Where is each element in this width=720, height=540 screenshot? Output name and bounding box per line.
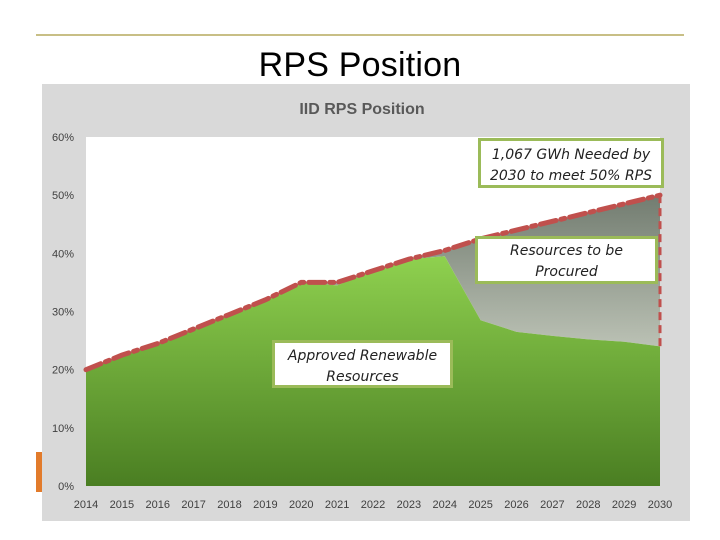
y-tick-label: 40% <box>52 248 74 260</box>
logo-fragment <box>36 452 42 492</box>
annotation-resources-to-be-procured: Resources to be Procured <box>475 236 658 284</box>
x-tick-label: 2019 <box>253 499 277 511</box>
annotation-line: 1,067 GWh Needed by <box>491 147 651 163</box>
x-tick-label: 2023 <box>397 499 421 511</box>
x-tick-label: 2027 <box>540 499 564 511</box>
y-tick-label: 0% <box>58 481 74 493</box>
x-tick-label: 2025 <box>468 499 492 511</box>
chart-title: IID RPS Position <box>299 101 424 118</box>
rps-target-line <box>83 192 663 373</box>
y-tick-label: 20% <box>52 365 74 377</box>
x-tick-label: 2026 <box>504 499 528 511</box>
y-tick-label: 50% <box>52 190 74 202</box>
x-tick-label: 2029 <box>612 499 636 511</box>
annotation-line: Approved Renewable <box>287 348 438 364</box>
slide-title: RPS Position <box>258 46 462 84</box>
x-tick-label: 2028 <box>576 499 600 511</box>
x-tick-label: 2024 <box>433 499 457 511</box>
annotation-line: 2030 to meet 50% RPS <box>489 168 652 184</box>
y-tick-label: 10% <box>52 423 74 435</box>
annotation-approved-renewable: Approved Renewable Resources <box>272 340 453 388</box>
x-tick-label: 2015 <box>110 499 134 511</box>
annotation-line: Procured <box>535 264 598 280</box>
y-tick-label: 30% <box>52 307 74 319</box>
x-tick-label: 2030 <box>648 499 672 511</box>
y-tick-label: 60% <box>52 132 74 144</box>
x-tick-label: 2017 <box>181 499 205 511</box>
annotation-line: Resources to be <box>510 243 623 259</box>
annotation-line: Resources <box>326 369 399 385</box>
annotation-gwh-needed: 1,067 GWh Needed by 2030 to meet 50% RPS <box>478 138 664 188</box>
x-tick-label: 2021 <box>325 499 349 511</box>
x-tick-label: 2018 <box>217 499 241 511</box>
x-tick-label: 2022 <box>361 499 385 511</box>
top-rule <box>36 34 684 36</box>
x-tick-label: 2014 <box>74 499 98 511</box>
x-tick-label: 2020 <box>289 499 313 511</box>
x-tick-label: 2016 <box>146 499 170 511</box>
